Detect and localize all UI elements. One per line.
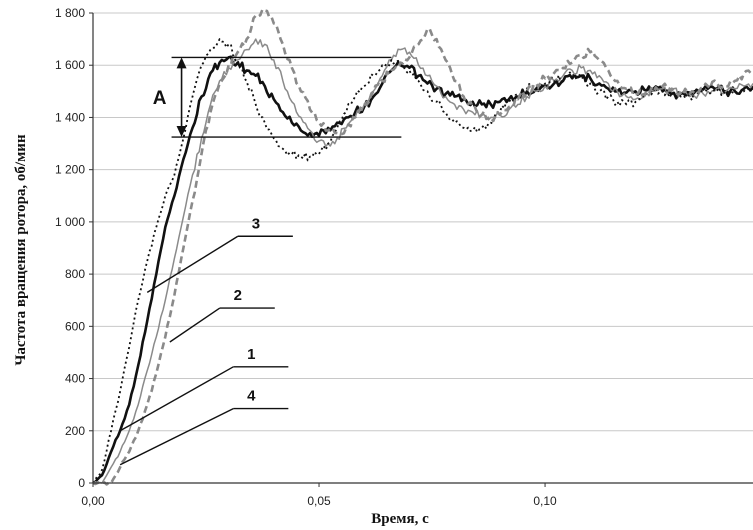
series-line-3 <box>92 38 753 484</box>
curve-label-4: 4 <box>247 388 256 405</box>
x-tick-label: 0,05 <box>307 494 331 508</box>
x-tick-label: 0,10 <box>533 494 557 508</box>
x-axis-title: Время, с <box>371 511 429 527</box>
callout-leader-2 <box>169 307 221 343</box>
amplitude-label: A <box>153 88 167 109</box>
curve-label-1: 1 <box>247 346 255 363</box>
annotation-layer: A 3 2 1 4 <box>119 56 402 466</box>
axes <box>89 12 753 487</box>
amplitude-arrowhead-up <box>176 57 187 69</box>
y-tick-label: 800 <box>65 267 85 281</box>
curve-label-3: 3 <box>252 215 260 232</box>
series-layer <box>92 8 753 486</box>
tick-labels: 0 200 400 600 800 1 000 1 200 1 400 1 600 1 800 0,… <box>55 6 557 508</box>
series-line-4 <box>92 8 753 486</box>
amplitude-arrowhead-down <box>176 126 187 138</box>
gridlines <box>93 12 753 432</box>
y-tick-label: 1 000 <box>55 215 85 229</box>
y-tick-label: 1 400 <box>55 110 85 124</box>
callout-leader-3 <box>146 235 239 293</box>
y-tick-label: 1 600 <box>55 58 85 72</box>
y-tick-label: 600 <box>65 319 85 333</box>
x-tick-label: 0,00 <box>81 494 105 508</box>
series-line-1 <box>92 55 753 485</box>
y-tick-label: 400 <box>65 372 85 386</box>
y-tick-label: 0 <box>78 476 85 490</box>
y-tick-label: 200 <box>65 424 85 438</box>
callout-leader-1 <box>119 366 234 432</box>
curve-label-2: 2 <box>234 287 242 304</box>
callout-leader-4 <box>119 407 234 466</box>
y-axis-title: Частота вращения ротора, об/мин <box>13 134 29 366</box>
y-tick-label: 1 800 <box>55 6 85 20</box>
series-line-2 <box>92 38 753 484</box>
y-tick-label: 1 200 <box>55 163 85 177</box>
